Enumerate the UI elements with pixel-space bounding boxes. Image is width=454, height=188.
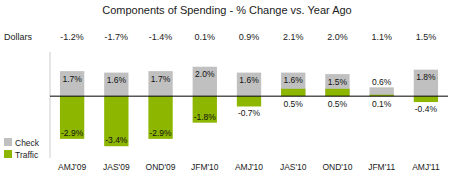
data-label: 1.6% [107,75,127,85]
data-label: -2.9% [149,128,172,138]
data-label: 2.0% [195,69,215,79]
data-label: 0.5% [284,99,304,109]
bar [148,96,172,139]
legend-swatch [4,150,12,158]
x-tick-label: AMJ'10 [235,162,263,172]
bar [325,74,349,96]
data-label: 0.5% [328,99,348,109]
data-label: 1.7% [151,74,171,84]
data-label: 1.6% [284,75,304,85]
row-value: -1.7% [105,32,129,42]
x-tick-label: JFM'11 [368,162,395,172]
row-label: Dollars [4,32,33,42]
data-label: 1.7% [62,74,82,84]
bar [237,73,261,97]
legend-swatch [4,138,12,146]
bars [60,67,438,147]
x-tick-label: OND'09 [146,162,176,172]
row-value: 0.1% [195,32,216,42]
title: Components of Spending - % Change vs. Ye… [102,4,352,16]
bar [237,96,261,106]
bar [104,96,128,146]
bar [148,71,172,96]
legend: Check Traffic [4,138,40,160]
data-label: 1.6% [239,75,259,85]
chart: Components of Spending - % Change vs. Ye… [0,0,454,188]
x-tick-label: JFM'10 [191,162,219,172]
legend-label: Check [15,138,40,148]
x-tick-label: AMJ'11 [412,162,440,172]
data-label: 1.5% [328,77,348,87]
x-tick-label: JAS'09 [103,162,130,172]
row-value: -1.2% [60,32,84,42]
x-tick-label: JAS'10 [280,162,307,172]
bar [325,89,349,96]
bar [414,96,438,102]
x-tick-label: OND'10 [322,162,352,172]
row-value: 2.0% [327,32,348,42]
x-tick-label: AMJ'09 [58,162,86,172]
data-labels: 1.7% 1.6% 1.7% 2.0% 1.6% 1.6% 1.5% 0.6% 1.8% -2.9… [61,69,437,145]
data-label: 0.1% [372,99,392,109]
data-label: -2.9% [61,128,84,138]
zero-line [50,96,448,97]
row-value: 2.1% [283,32,304,42]
row-value: 1.5% [416,32,437,42]
legend-label: Traffic [15,150,39,160]
data-label: -1.8% [194,112,217,122]
data-label: 0.6% [372,77,392,87]
bar [193,96,217,123]
bar [193,67,217,96]
y-axis-line [50,52,51,158]
bar [281,73,305,97]
bar [104,73,128,97]
row-value: -1.4% [149,32,173,42]
bar [281,89,305,96]
data-label: -3.4% [105,135,128,145]
bar [414,70,438,97]
bar [370,87,394,96]
bar [60,96,84,139]
row-value: 1.1% [371,32,392,42]
bar [60,71,84,96]
data-label: 1.8% [416,72,436,82]
row-value: 0.9% [239,32,260,42]
data-label: -0.7% [238,108,261,118]
data-label: -0.4% [415,104,438,114]
